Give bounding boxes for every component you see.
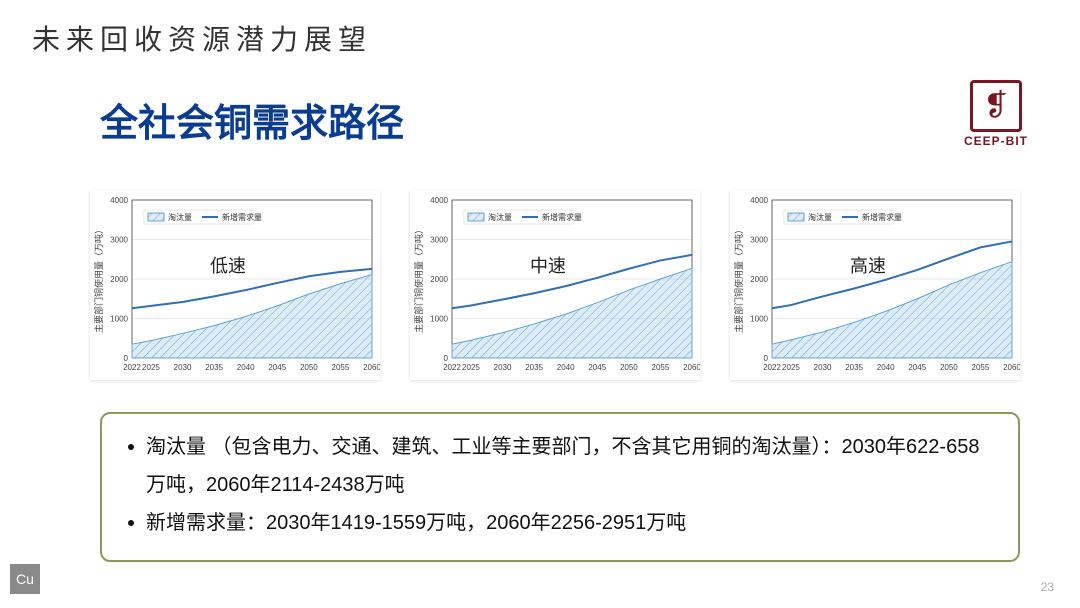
caption-box: 淘汰量 （包含电力、交通、建筑、工业等主要部门，不含其它用铜的淘汰量）：2030… [100,412,1020,562]
svg-text:主要部门铜使用量（万吨）: 主要部门铜使用量（万吨） [93,225,104,333]
chart-card: 0 1000 2000 3000 4000 20222025 2030 2035 2040 204… [410,190,700,380]
svg-text:2050: 2050 [940,363,958,372]
swirl-icon: ❡ [983,91,1008,121]
svg-text:2022: 2022 [123,363,141,372]
svg-text:新增需求量: 新增需求量 [542,212,582,222]
chart-svg: 0 1000 2000 3000 4000 20222025 2030 2035 2040 204… [90,190,380,380]
svg-text:2030: 2030 [174,363,192,372]
super-title: 未来回收资源潜力展望 [32,18,372,58]
chart-svg: 0 1000 2000 3000 4000 20222025 2030 2035 2040 204… [410,190,700,380]
svg-text:2040: 2040 [237,363,255,372]
svg-text:4000: 4000 [110,196,128,205]
svg-text:2055: 2055 [972,363,990,372]
svg-text:主要部门铜使用量（万吨）: 主要部门铜使用量（万吨） [413,225,424,333]
svg-text:4000: 4000 [430,196,448,205]
svg-text:淘汰量: 淘汰量 [488,212,512,222]
svg-text:2060: 2060 [1003,363,1020,372]
svg-text:1000: 1000 [750,315,768,324]
logo-text: CEEP-BIT [964,134,1028,148]
chart-card: 0 1000 2000 3000 4000 20222025 2030 2035 2040 204… [90,190,380,380]
area-series [772,262,1012,358]
chart-label: 中速 [530,252,566,278]
svg-text:0: 0 [764,354,769,363]
svg-text:2022: 2022 [763,363,781,372]
svg-text:0: 0 [124,354,129,363]
svg-text:2022: 2022 [443,363,461,372]
svg-text:2055: 2055 [652,363,670,372]
svg-text:3000: 3000 [750,236,768,245]
caption-row-1: 淘汰量 （包含电力、交通、建筑、工业等主要部门，不含其它用铜的淘汰量）：2030… [124,428,996,504]
svg-text:2045: 2045 [908,363,926,372]
charts-row: 0100020003000400020222025203020352040204… [90,190,1020,380]
main-title: 全社会铜需求路径 [100,92,404,147]
svg-text:2035: 2035 [845,363,863,372]
svg-text:2045: 2045 [268,363,286,372]
chart-svg: 0 1000 2000 3000 4000 20222025 2030 2035 2040 204… [730,190,1020,380]
logo: ❡ CEEP-BIT [964,80,1028,148]
svg-text:3000: 3000 [430,236,448,245]
logo-mark: ❡ [970,80,1022,132]
slide: 未来回收资源潜力展望 全社会铜需求路径 ❡ CEEP-BIT 0 1000 2000… [0,0,1080,608]
caption-text-1: 淘汰量 （包含电力、交通、建筑、工业等主要部门，不含其它用铜的淘汰量）：2030… [146,428,996,504]
svg-text:2000: 2000 [430,275,448,284]
svg-text:2000: 2000 [750,275,768,284]
svg-text:2035: 2035 [525,363,543,372]
svg-text:1000: 1000 [430,315,448,324]
svg-text:主要部门铜使用量（万吨）: 主要部门铜使用量（万吨） [733,225,744,333]
svg-text:2060: 2060 [363,363,380,372]
svg-text:0: 0 [444,354,449,363]
caption-text-2: 新增需求量：2030年1419-1559万吨，2060年2256-2951万吨 [146,504,686,542]
svg-text:2060: 2060 [683,363,700,372]
svg-text:2030: 2030 [494,363,512,372]
area-series [452,268,692,358]
svg-text:3000: 3000 [110,236,128,245]
svg-text:2025: 2025 [142,363,160,372]
bullet-icon [128,444,134,450]
chart-card: 0 1000 2000 3000 4000 20222025 2030 2035 2040 204… [730,190,1020,380]
svg-text:2035: 2035 [205,363,223,372]
page-number: 23 [1041,580,1054,594]
caption-row-2: 新增需求量：2030年1419-1559万吨，2060年2256-2951万吨 [124,504,996,542]
area-series [132,274,372,358]
svg-text:1000: 1000 [110,315,128,324]
bullet-icon [128,520,134,526]
svg-text:淘汰量: 淘汰量 [168,212,192,222]
svg-text:淘汰量: 淘汰量 [808,212,832,222]
svg-text:新增需求量: 新增需求量 [222,212,262,222]
svg-text:2040: 2040 [557,363,575,372]
svg-text:2055: 2055 [332,363,350,372]
element-badge: Cu [10,564,40,594]
svg-text:2025: 2025 [462,363,480,372]
svg-text:2045: 2045 [588,363,606,372]
svg-text:2050: 2050 [300,363,318,372]
svg-text:新增需求量: 新增需求量 [862,212,902,222]
svg-text:4000: 4000 [750,196,768,205]
chart-label: 高速 [850,252,886,278]
svg-text:2050: 2050 [620,363,638,372]
svg-text:2000: 2000 [110,275,128,284]
svg-text:2030: 2030 [814,363,832,372]
svg-text:2040: 2040 [877,363,895,372]
svg-text:2025: 2025 [782,363,800,372]
chart-label: 低速 [210,252,246,278]
